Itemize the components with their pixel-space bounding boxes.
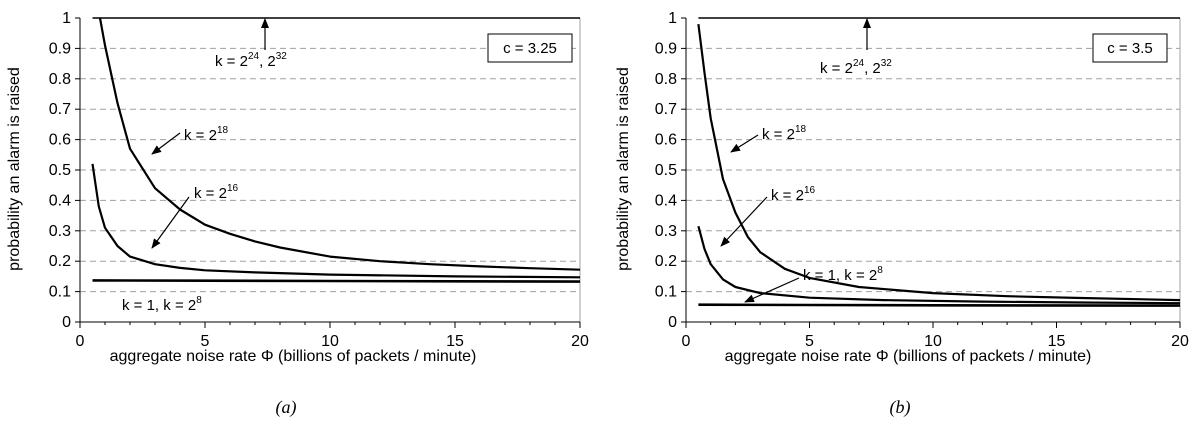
y-tick-label: 1	[668, 10, 677, 27]
y-tick-label: 0.5	[49, 162, 71, 179]
x-axis-title: aggregate noise rate Φ (billions of pack…	[725, 348, 1092, 365]
y-tick-label: 0.6	[655, 132, 677, 149]
panel-label: (a)	[276, 397, 297, 418]
series-line-k1	[92, 279, 581, 283]
x-tick-label: 20	[1171, 333, 1189, 350]
param-box	[1092, 33, 1168, 63]
annotation-arrow	[730, 134, 759, 153]
param-box-label: c = 3.25	[503, 40, 557, 57]
annotation-label: k = 1, k = 28	[122, 295, 202, 314]
y-tick-label: 0.9	[655, 40, 677, 57]
annotation-k24-k32: k = 224, 232	[215, 18, 287, 70]
y-tick-label: 0	[668, 314, 677, 331]
y-tick-label: 0.2	[655, 253, 677, 270]
annotation-label: k = 216	[194, 183, 238, 202]
annotation-k18: k = 218	[730, 124, 806, 153]
x-tick-label: 5	[201, 333, 210, 350]
annotation-k24-k32: k = 224, 232	[820, 18, 892, 77]
y-tick-label: 0.7	[49, 101, 71, 118]
x-tick-label: 5	[805, 333, 814, 350]
x-tick-label: 0	[682, 333, 691, 350]
y-tick-label: 0.3	[655, 223, 677, 240]
series-line-k18	[98, 17, 581, 271]
annotation-k18: k = 218	[151, 125, 228, 155]
param-box	[487, 33, 573, 63]
x-axis-title: aggregate noise rate Φ (billions of pack…	[110, 348, 477, 365]
plot-area: 00.10.20.30.40.50.60.70.80.910 5 10 15 20	[655, 10, 1189, 350]
annotation-arrow	[744, 277, 800, 303]
y-tick-label: 0.7	[655, 101, 677, 118]
series-line-k18	[697, 23, 1181, 302]
annotation-k1-k8: k = 1, k = 28	[122, 295, 202, 314]
y-tick-label: 1	[62, 10, 71, 27]
series-lines	[697, 17, 1181, 307]
annotation-arrow	[151, 196, 190, 249]
panel-label: (b)	[890, 397, 911, 418]
annotation-k1-k8: k = 1, k = 28	[744, 265, 883, 303]
y-tick-label: 0.1	[49, 284, 71, 301]
y-tick-label: 0.4	[655, 192, 677, 209]
series-line-k1	[698, 303, 1181, 307]
param-box-label: c = 3.5	[1107, 40, 1152, 57]
annotation-label: k = 1, k = 28	[803, 265, 883, 284]
x-tick-label: 0	[76, 333, 85, 350]
plot-area: 00.10.20.30.40.50.60.70.80.910 5 10 15 20	[49, 10, 589, 350]
y-tick-label: 0.8	[655, 71, 677, 88]
annotation-arrow	[720, 196, 768, 247]
series-line-k16	[91, 163, 581, 279]
annotation-label: k = 224, 232	[820, 58, 892, 77]
x-tick-label: 15	[446, 333, 464, 350]
annotation-k16: k = 216	[720, 185, 815, 247]
panel-a: 00.10.20.30.40.50.60.70.80.910 5 10 15 20 pr…	[6, 10, 589, 418]
annotation-label: k = 216	[771, 185, 815, 204]
y-axis-title: probability an alarm is raised	[6, 67, 23, 271]
annotation-arrow	[151, 132, 181, 155]
x-tick-label: 10	[321, 333, 339, 350]
y-tick-label: 0.8	[49, 71, 71, 88]
y-tick-label: 0.6	[49, 132, 71, 149]
panel-b: 00.10.20.30.40.50.60.70.80.910 5 10 15 20 pr…	[615, 10, 1189, 418]
y-tick-label: 0.1	[655, 284, 677, 301]
y-tick-label: 0.3	[49, 223, 71, 240]
y-tick-label: 0.4	[49, 192, 71, 209]
y-tick-label: 0.2	[49, 253, 71, 270]
annotation-label: k = 218	[762, 124, 806, 143]
x-tick-label: 15	[1048, 333, 1066, 350]
series-lines	[91, 17, 581, 283]
annotation-label: k = 218	[184, 125, 228, 144]
y-tick-label: 0.5	[655, 162, 677, 179]
annotation-k16: k = 216	[151, 183, 238, 249]
annotation-label: k = 224, 232	[215, 51, 287, 70]
y-tick-label: 0.9	[49, 40, 71, 57]
x-tick-label: 20	[571, 333, 589, 350]
y-tick-label: 0	[62, 314, 71, 331]
series-line-k16	[697, 225, 1181, 305]
y-axis-title: probability an alarm is raised	[615, 67, 632, 271]
x-tick-label: 10	[924, 333, 942, 350]
